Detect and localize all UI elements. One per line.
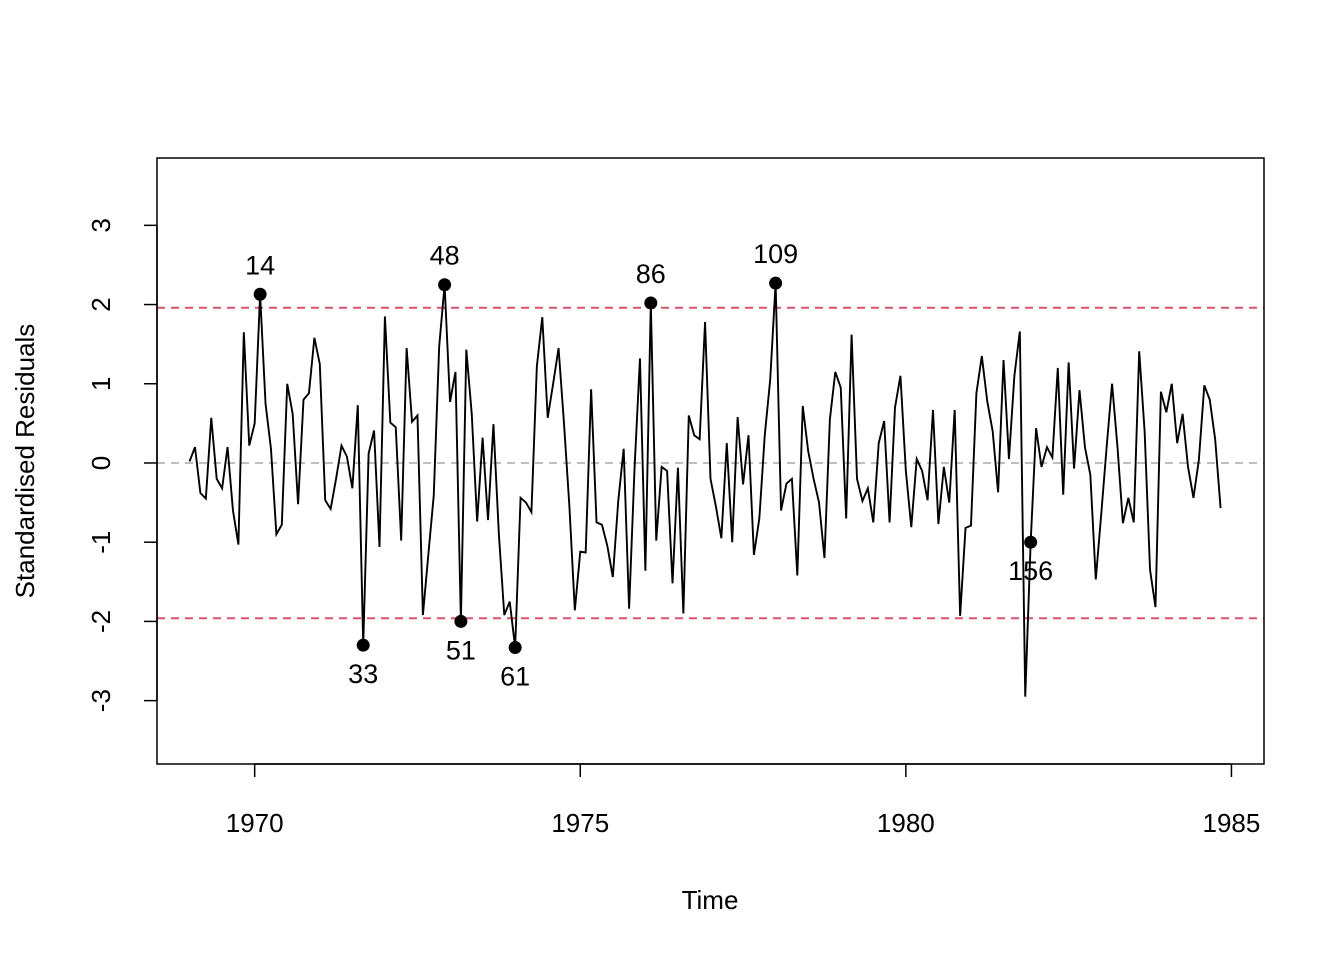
y-axis: -3 -2 -1 0 1 2 3 xyxy=(86,218,158,712)
outlier-point-86 xyxy=(644,296,658,310)
outlier-point-156 xyxy=(1024,535,1038,549)
y-tick-label-3: 3 xyxy=(86,218,116,232)
y-tick-label--2: -2 xyxy=(86,610,116,633)
outlier-label-51: 51 xyxy=(446,635,476,665)
outlier-label-61: 61 xyxy=(500,662,530,692)
y-tick-label-0: 0 xyxy=(86,456,116,470)
outlier-point-51 xyxy=(454,614,468,628)
y-tick-label--1: -1 xyxy=(86,531,116,554)
y-tick-label-2: 2 xyxy=(86,297,116,311)
x-axis: 1970 1975 1980 1985 xyxy=(226,763,1261,838)
highlighted-points: 14 33 48 51 61 86 109 156 xyxy=(245,239,1053,691)
residual-series-line xyxy=(188,283,1222,697)
outlier-point-109 xyxy=(769,276,783,290)
outlier-label-48: 48 xyxy=(430,241,460,271)
y-tick-label--3: -3 xyxy=(86,689,116,712)
x-tick-label-1975: 1975 xyxy=(551,808,609,838)
x-tick-label-1985: 1985 xyxy=(1203,808,1261,838)
x-tick-label-1970: 1970 xyxy=(226,808,284,838)
outlier-label-14: 14 xyxy=(245,250,275,280)
outlier-label-33: 33 xyxy=(348,659,378,689)
outlier-point-14 xyxy=(253,287,267,301)
outlier-point-33 xyxy=(356,638,370,652)
y-tick-label-1: 1 xyxy=(86,377,116,391)
outlier-label-86: 86 xyxy=(636,259,666,289)
outlier-point-48 xyxy=(438,278,452,292)
outlier-label-109: 109 xyxy=(753,239,798,269)
outlier-point-61 xyxy=(508,641,522,655)
x-axis-title: Time xyxy=(682,885,739,915)
y-axis-title: Standardised Residuals xyxy=(10,324,40,599)
outlier-label-156: 156 xyxy=(1008,556,1053,586)
x-tick-label-1980: 1980 xyxy=(877,808,935,838)
